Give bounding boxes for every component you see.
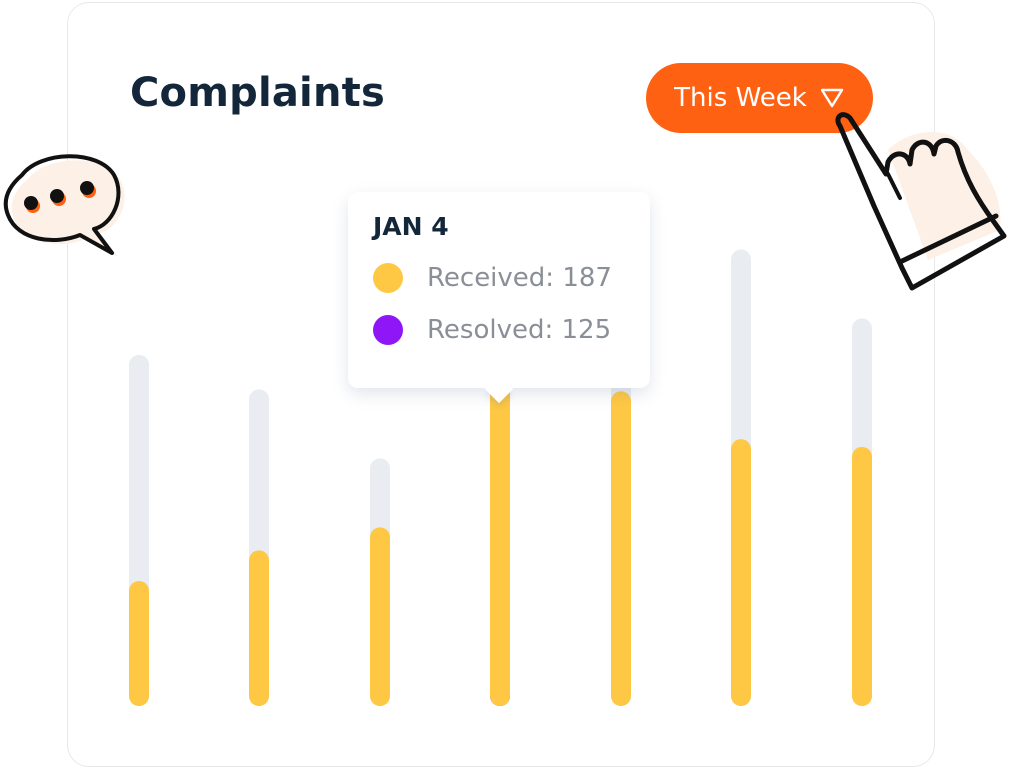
tooltip-received-label: Received: 187 xyxy=(427,263,612,293)
bar-received-2[interactable] xyxy=(370,527,390,706)
page-title: Complaints xyxy=(130,70,385,116)
speech-bubble-icon xyxy=(3,154,125,257)
tooltip-resolved-row: Resolved: 125 xyxy=(373,315,625,345)
tooltip-received-row: Received: 187 xyxy=(373,263,625,293)
caret-down-icon xyxy=(820,88,844,108)
tooltip-resolved-label: Resolved: 125 xyxy=(427,315,612,345)
resolved-dot-icon xyxy=(373,315,403,345)
bar-received-5[interactable] xyxy=(731,439,751,706)
tooltip-date: JAN 4 xyxy=(373,212,449,241)
bar-received-1[interactable] xyxy=(249,550,269,706)
period-dropdown-label: This Week xyxy=(674,83,807,113)
bar-received-0[interactable] xyxy=(129,581,149,706)
bar-received-4[interactable] xyxy=(611,391,631,706)
pointing-hand-icon xyxy=(835,112,1007,291)
bar-received-3[interactable] xyxy=(490,337,510,706)
chart-tooltip: JAN 4 Received: 187 Resolved: 125 xyxy=(348,192,650,388)
bar-received-6[interactable] xyxy=(852,446,872,706)
period-dropdown-button[interactable]: This Week xyxy=(646,63,873,133)
received-dot-icon xyxy=(373,263,403,293)
